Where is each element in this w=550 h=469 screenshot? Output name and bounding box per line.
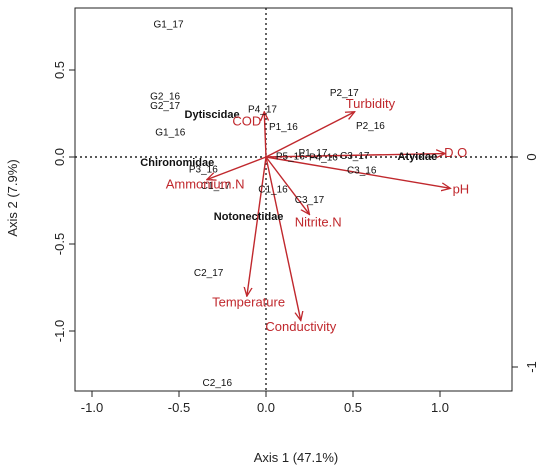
y-tick-label: 0.5 — [52, 61, 67, 79]
taxon-label: Chironomidae — [140, 157, 214, 169]
x-tick-label: 0.5 — [344, 400, 362, 415]
env-vector-label: COD — [232, 114, 261, 129]
plot-frame — [74, 7, 513, 392]
taxon-label: Dytiscidae — [185, 109, 240, 121]
site-label: C2_17 — [194, 268, 224, 279]
site-label: G2_16 — [150, 92, 180, 103]
env-vector-label: Turbidity — [346, 96, 396, 111]
env-vector-label: Nitrite.N — [295, 215, 342, 230]
site-label: C3_17 — [295, 195, 325, 206]
env-vector-arrow — [265, 156, 301, 321]
taxon-label: Notonectidae — [214, 211, 284, 223]
site-label: P2_16 — [356, 121, 385, 132]
site-label: C1_17 — [201, 181, 231, 192]
right-tick-label: 0 — [524, 153, 539, 160]
site-label: G2_17 — [150, 101, 180, 112]
site-label: P4_17 — [248, 105, 277, 116]
env-vector-label: pH — [453, 181, 470, 196]
site-label: P3_16 — [189, 165, 218, 176]
env-vector-label: D.O — [444, 145, 467, 160]
x-tick-label: 0.0 — [257, 400, 275, 415]
env-vector-arrow — [247, 156, 267, 296]
x-tick-label: -1.0 — [81, 400, 103, 415]
taxon-label: Atyidae — [398, 151, 438, 163]
site-label: G1_16 — [155, 127, 185, 138]
env-vector-arrow — [265, 156, 310, 214]
site-label: P1_16 — [269, 122, 298, 133]
env-vector-label: Temperature — [212, 295, 285, 310]
env-vector-arrow — [265, 154, 445, 157]
env-vector-label: Ammonium.N — [166, 176, 245, 191]
site-label: C1_16 — [258, 185, 288, 196]
env-vector-arrow — [207, 156, 267, 180]
env-vector-label: Conductivity — [265, 319, 336, 334]
env-vector-arrow — [264, 112, 266, 158]
x-tick-label: -0.5 — [168, 400, 190, 415]
env-vector-arrow — [265, 156, 450, 188]
site-label: P2_17 — [330, 88, 359, 99]
right-tick-label: -1 — [524, 361, 539, 373]
site-label: C3_17 — [340, 151, 370, 162]
x-tick-label: 1.0 — [431, 400, 449, 415]
x-axis-title: Axis 1 (47.1%) — [254, 450, 339, 465]
site-label: G1_17 — [154, 19, 184, 30]
y-tick-label: -0.5 — [52, 233, 67, 255]
site-label: P1_17 — [299, 148, 328, 159]
y-axis-title: Axis 2 (7.9%) — [5, 159, 20, 236]
site-label: P5_16 — [276, 152, 305, 163]
y-tick-label: 0.0 — [52, 148, 67, 166]
env-vector-arrow — [265, 112, 355, 158]
site-label: P4_16 — [309, 153, 338, 164]
y-tick-label: -1.0 — [52, 320, 67, 342]
site-label: C2_16 — [203, 378, 233, 389]
site-label: C3_16 — [347, 166, 377, 177]
